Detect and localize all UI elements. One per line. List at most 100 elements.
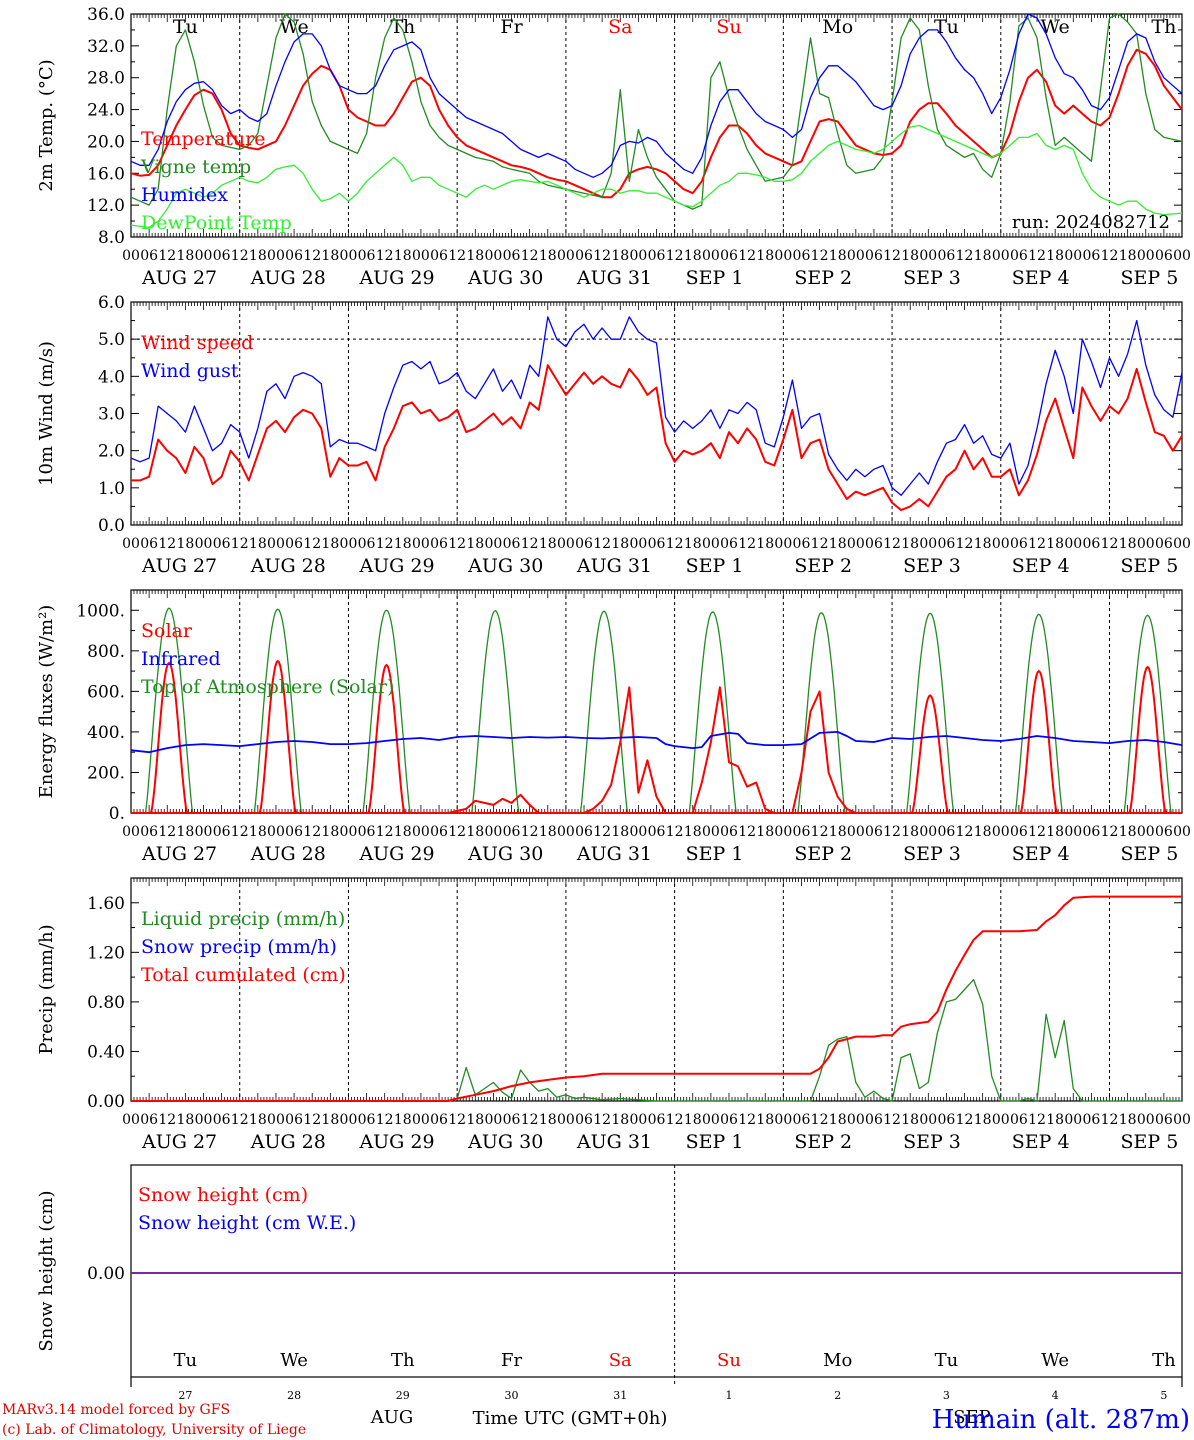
x-hour-label: 06: [140, 248, 158, 264]
x-hour-label: 00: [629, 248, 647, 264]
x-date-label: AUG 29: [358, 267, 434, 289]
weekday-label: We: [279, 16, 308, 38]
x-hour-label: 18: [176, 248, 194, 264]
x-hour-label: 06: [1010, 1112, 1028, 1128]
x-hour-label: 18: [1046, 536, 1064, 552]
x-hour-label: 12: [883, 536, 901, 552]
x-hour-label: 06: [358, 824, 376, 840]
y-tick-label: 8.0: [98, 228, 125, 248]
x-hour-label: 00: [1137, 824, 1155, 840]
y-tick-label: 6.0: [98, 293, 125, 313]
legend-entry: Liquid precip (mm/h): [141, 908, 345, 930]
x-hour-label: 00: [774, 248, 792, 264]
y-tick-label: 0.40: [87, 1042, 125, 1062]
x-hour-label: 12: [231, 536, 249, 552]
bottom-day-number: 1: [725, 1389, 732, 1402]
legend-entry: Top of Atmosphere (Solar): [141, 676, 394, 698]
x-hour-label: 18: [394, 1112, 412, 1128]
y-axis-label: 10m Wind (m/s): [36, 341, 57, 486]
x-hour-label: 12: [593, 536, 611, 552]
x-hour-label: 12: [738, 824, 756, 840]
x-hour-label: 12: [376, 536, 394, 552]
x-hour-label: 18: [974, 536, 992, 552]
x-hour-label: 06: [865, 1112, 883, 1128]
legend-entry: Temperature: [141, 128, 265, 150]
x-hour-label: 18: [829, 536, 847, 552]
x-date-label: SEP 4: [1012, 843, 1070, 865]
x-hour-label: 00: [340, 1112, 358, 1128]
x-hour-label: 00: [919, 536, 937, 552]
bottom-weekday-label: Su: [717, 1350, 741, 1371]
legend-entry: Snow height (cm W.E.): [138, 1212, 356, 1234]
x-hour-label: 06: [503, 248, 521, 264]
y-tick-label: 36.0: [87, 5, 125, 25]
bottom-weekday-label: Th: [1152, 1350, 1176, 1371]
x-hour-label: 06: [720, 536, 738, 552]
x-hour-label: 00: [484, 536, 502, 552]
x-hour-label: 12: [956, 824, 974, 840]
x-hour-label: 00: [1064, 248, 1082, 264]
series-solar-day: [911, 694, 950, 814]
x-hour-label: 18: [684, 1112, 702, 1128]
y-axis-label: Snow height (cm): [36, 1190, 57, 1351]
x-hour-label: 18: [901, 824, 919, 840]
x-hour-label: 00: [1173, 1112, 1191, 1128]
x-hour-label: 06: [140, 824, 158, 840]
x-date-label: SEP 3: [903, 555, 961, 577]
series-vigne-temp: [130, 13, 1183, 210]
x-hour-label: 18: [176, 536, 194, 552]
bottom-weekday-label: Sa: [609, 1350, 632, 1371]
x-hour-label: 18: [901, 536, 919, 552]
x-hour-label: 06: [1082, 824, 1100, 840]
bottom-day-number: 4: [1052, 1389, 1059, 1402]
x-hour-label: 06: [358, 1112, 376, 1128]
footer-time-label: Time UTC (GMT+0h): [473, 1408, 668, 1429]
y-tick-label: 600.: [87, 682, 125, 702]
x-hour-label: 18: [466, 248, 484, 264]
x-hour-label: 06: [1155, 1112, 1173, 1128]
x-hour-label: 18: [539, 824, 557, 840]
x-hour-label: 00: [847, 824, 865, 840]
legend-entry: Solar: [141, 620, 193, 642]
x-hour-label: 00: [1064, 536, 1082, 552]
y-tick-label: 400.: [87, 723, 125, 743]
x-hour-label: 12: [448, 824, 466, 840]
x-hour-label: 18: [611, 536, 629, 552]
x-date-label: SEP 1: [686, 267, 744, 289]
plot-frame: [130, 301, 1183, 526]
series-total-cumulated-cm-: [131, 895, 1182, 1102]
x-hour-label: 00: [484, 248, 502, 264]
x-hour-label: 12: [738, 536, 756, 552]
footer-model: MARv3.14 model forced by GFS: [2, 1402, 230, 1418]
x-hour-label: 12: [521, 824, 539, 840]
x-date-label: AUG 27: [141, 267, 217, 289]
x-hour-label: 00: [195, 248, 213, 264]
x-hour-label: 00: [195, 1112, 213, 1128]
y-tick-label: 28.0: [87, 69, 125, 89]
x-hour-label: 00: [919, 1112, 937, 1128]
legend-entry: Wind gust: [141, 360, 239, 382]
month-label-sep: SEP: [953, 1407, 991, 1428]
x-hour-label: 18: [901, 248, 919, 264]
x-hour-label: 12: [811, 824, 829, 840]
x-hour-label: 18: [1119, 1112, 1137, 1128]
y-tick-label: 16.0: [87, 164, 125, 184]
x-hour-label: 06: [430, 1112, 448, 1128]
x-hour-label: 00: [702, 1112, 720, 1128]
y-tick-label: 5.0: [98, 330, 125, 350]
x-date-label: AUG 30: [467, 843, 543, 865]
x-hour-label: 00: [702, 536, 720, 552]
x-hour-label: 18: [1119, 824, 1137, 840]
x-hour-label: 12: [521, 248, 539, 264]
plot-frame: [130, 13, 1183, 238]
x-date-label: SEP 5: [1121, 1131, 1179, 1153]
x-hour-label: 12: [593, 1112, 611, 1128]
x-hour-label: 12: [593, 824, 611, 840]
x-hour-label: 06: [213, 536, 231, 552]
bottom-day-number: 29: [396, 1389, 410, 1402]
x-hour-label: 18: [974, 824, 992, 840]
x-hour-label: 06: [1082, 1112, 1100, 1128]
x-date-label: AUG 27: [141, 843, 217, 865]
x-date-label: SEP 4: [1012, 555, 1070, 577]
